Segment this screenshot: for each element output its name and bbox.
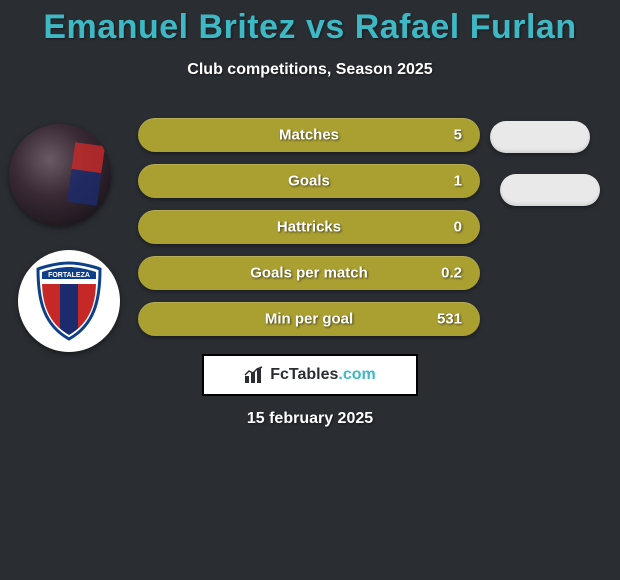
stat-value: 531 [437, 311, 462, 328]
stat-value: 1 [454, 173, 462, 190]
player-2-avatar: FORTALEZA [18, 250, 120, 352]
stats-rows: Matches 5 Goals 1 Hattricks 0 Goals per … [138, 118, 480, 348]
bar-chart-icon [244, 366, 264, 384]
player-photo-placeholder [9, 124, 111, 226]
stat-row-hattricks: Hattricks 0 [138, 210, 480, 244]
brand-prefix: FcTables [270, 366, 338, 383]
comparison-pill-1 [490, 121, 590, 153]
shield-icon: FORTALEZA [34, 261, 104, 341]
brand-box: FcTables.com [202, 354, 418, 396]
stat-label: Goals per match [250, 265, 368, 282]
stat-value: 5 [454, 127, 462, 144]
badge-label: FORTALEZA [48, 272, 90, 279]
page-title: Emanuel Britez vs Rafael Furlan [0, 0, 620, 47]
page-subtitle: Club competitions, Season 2025 [0, 61, 620, 79]
stat-label: Min per goal [265, 311, 353, 328]
stat-label: Goals [288, 173, 330, 190]
stat-row-goals-per-match: Goals per match 0.2 [138, 256, 480, 290]
stat-row-min-per-goal: Min per goal 531 [138, 302, 480, 336]
stat-row-matches: Matches 5 [138, 118, 480, 152]
brand-suffix: .com [338, 366, 375, 383]
club-badge-fortaleza: FORTALEZA [18, 250, 120, 352]
stat-value: 0.2 [441, 265, 462, 282]
stat-row-goals: Goals 1 [138, 164, 480, 198]
stat-label: Matches [279, 127, 339, 144]
brand-text: FcTables.com [270, 366, 376, 384]
stat-value: 0 [454, 219, 462, 236]
comparison-pill-2 [500, 174, 600, 206]
footer-date: 15 february 2025 [247, 410, 373, 428]
stat-label: Hattricks [277, 219, 341, 236]
player-1-avatar [9, 124, 111, 226]
